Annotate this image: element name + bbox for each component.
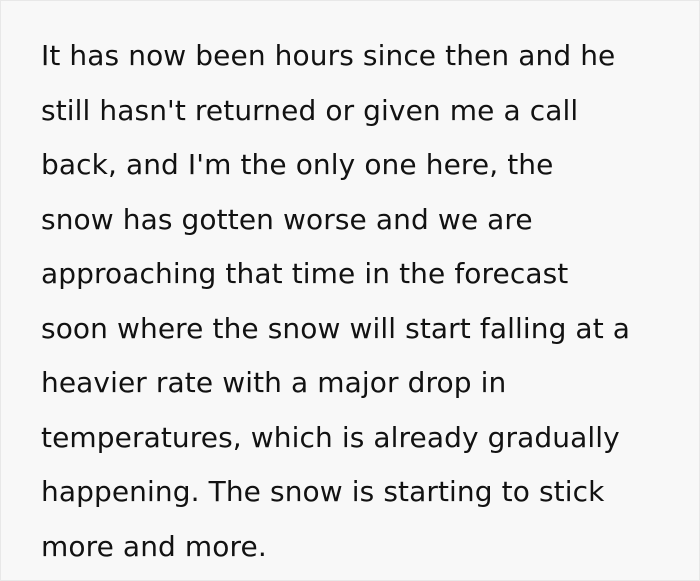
post-text-line: heavier rate with a major drop in <box>41 366 507 399</box>
post-text-line: soon where the snow will start falling a… <box>41 311 631 345</box>
post-text-line: still hasn't returned or given me a call <box>41 93 579 127</box>
post-text-line: back, and I'm the only one here, the <box>41 148 554 181</box>
post-text-line: snow has gotten worse and we are <box>41 202 533 236</box>
post-text-line: It has now been hours since then and he <box>41 39 616 72</box>
post-text-line: approaching that time in the forecast <box>41 257 569 290</box>
post-paragraph: It has now been hours since then and he … <box>41 29 661 574</box>
post-text-line: more and more. <box>41 529 267 563</box>
post-text-line: happening. The snow is starting to stick <box>41 475 605 508</box>
post-text-line: temperatures, which is already gradually <box>41 420 620 454</box>
